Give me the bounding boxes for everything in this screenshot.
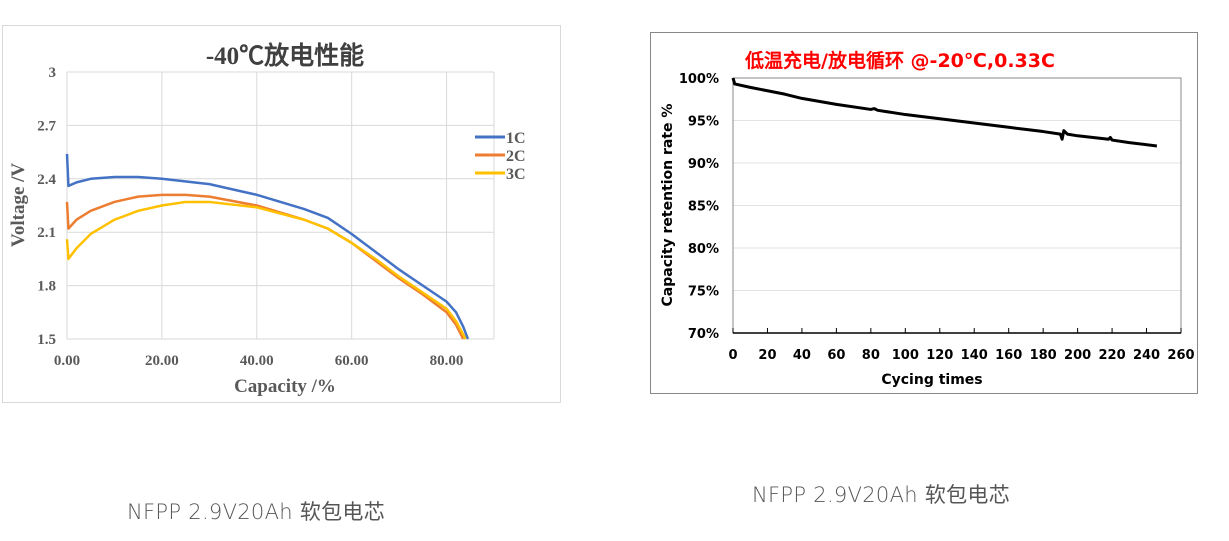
series-line-3C — [65, 200, 467, 340]
x-tick-label: 260 — [1167, 348, 1194, 363]
series-line-1C — [65, 153, 470, 340]
x-tick-label: 100 — [892, 348, 919, 363]
series-line-2C — [65, 193, 465, 340]
x-tick-label: 220 — [1099, 348, 1126, 363]
x-tick-label: 240 — [1133, 348, 1160, 363]
caption-right: NFPP 2.9V20Ah 软包电芯 — [752, 483, 1011, 507]
y-tick-label: 90% — [688, 157, 719, 172]
y-tick-label: 2.7 — [37, 118, 56, 134]
y-tick-label: 2.4 — [37, 172, 56, 188]
x-axis-label: Cycing times — [881, 372, 982, 388]
y-axis-label: Capacity retention rate % — [660, 104, 676, 307]
chart-title: -40℃放电性能 — [206, 41, 364, 70]
right-chart-frame — [650, 32, 1198, 394]
x-tick-label: 200 — [1064, 348, 1091, 363]
x-tick-label: 120 — [926, 348, 953, 363]
x-tick-label: 0 — [728, 348, 737, 363]
series-line-retention — [731, 77, 1158, 148]
y-tick-label: 80% — [688, 242, 719, 257]
x-tick-label: 80.00 — [430, 353, 464, 369]
x-tick-label: 180 — [1030, 348, 1057, 363]
y-tick-label: 85% — [688, 200, 719, 215]
x-tick-label: 140 — [961, 348, 988, 363]
x-tick-label: 0.00 — [54, 353, 80, 369]
x-tick-label: 80 — [862, 348, 880, 363]
x-tick-label: 160 — [995, 348, 1022, 363]
x-tick-label: 20 — [758, 348, 776, 363]
x-axis-label: Capacity /% — [234, 376, 336, 397]
y-tick-label: 75% — [688, 285, 719, 300]
y-tick-label: 1.5 — [37, 332, 56, 348]
y-tick-label: 100% — [679, 72, 719, 87]
y-tick-label: 3 — [49, 65, 57, 81]
x-tick-label: 40 — [793, 348, 811, 363]
caption-left: NFPP 2.9V20Ah 软包电芯 — [127, 500, 386, 524]
y-tick-label: 95% — [688, 115, 719, 130]
y-tick-label: 1.8 — [37, 279, 56, 295]
y-tick-label: 70% — [688, 327, 719, 342]
x-tick-label: 40.00 — [240, 353, 274, 369]
y-tick-label: 2.1 — [37, 225, 56, 241]
x-tick-label: 20.00 — [145, 353, 179, 369]
x-tick-label: 60.00 — [335, 353, 369, 369]
x-tick-label: 60 — [827, 348, 845, 363]
legend-label: 2C — [506, 148, 526, 165]
y-axis-label: Voltage /V — [8, 163, 29, 248]
left-chart-frame — [2, 25, 561, 403]
legend-label: 3C — [506, 166, 526, 183]
chart-title: 低温充电/放电循环 @-20℃,0.33C — [744, 49, 1055, 72]
legend-label: 1C — [506, 130, 526, 147]
